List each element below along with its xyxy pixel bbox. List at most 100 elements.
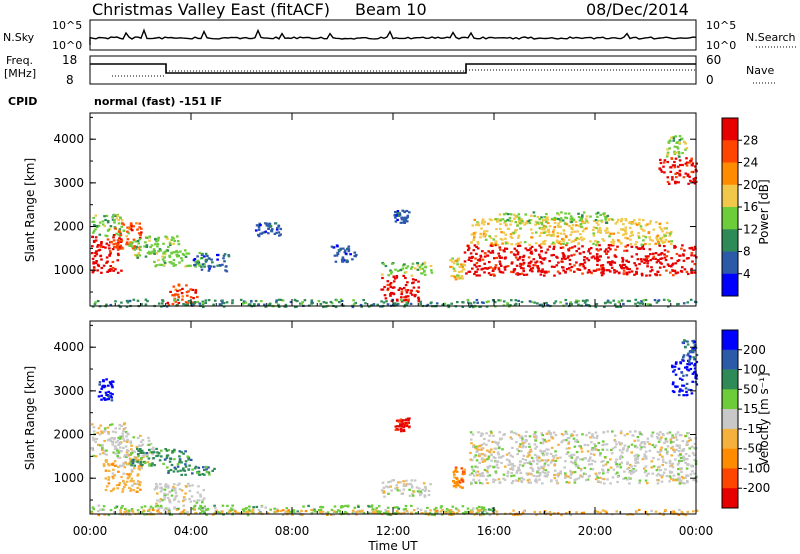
power-cbar-cell-0 xyxy=(722,273,738,297)
velocity-ytick-1: 2000 xyxy=(53,428,84,442)
velocity-cbar-tick-7: -200 xyxy=(743,481,770,495)
velocity-region-7 xyxy=(394,417,411,433)
beam-label: Beam 10 xyxy=(355,0,427,19)
power-region-2 xyxy=(110,222,143,250)
power-region-15 xyxy=(494,211,610,225)
velocity-region-11 xyxy=(97,378,115,402)
velocity-cbar-cell-7 xyxy=(722,349,738,370)
velocity-plot: 1000 2000 3000 4000 Slant Range [km] xyxy=(23,320,699,517)
nsearch-label: N.Search xyxy=(746,31,796,44)
nave-tick-bottom: 0 xyxy=(706,73,714,87)
velocity-cbar-label: Velocity [m s⁻¹] xyxy=(757,372,771,465)
power-cbar-tick-2: 20 xyxy=(743,178,758,192)
velocity-ytick-0: 1000 xyxy=(53,471,84,485)
power-region-4 xyxy=(153,249,206,268)
velocity-cbar-cell-5 xyxy=(722,389,738,410)
velocity-cbar-cell-2 xyxy=(722,448,738,469)
cpid-label: CPID xyxy=(8,95,37,108)
time-tick-0: 00:00 xyxy=(73,524,108,538)
freq-panel: Freq. [MHz] 18 8 60 0 Nave xyxy=(4,53,776,87)
velocity-cbar-tick-5: -50 xyxy=(743,442,763,456)
power-cbar-tick-5: 8 xyxy=(743,245,751,259)
nave-label: Nave xyxy=(746,64,774,77)
velocity-cbar-tick-4: -15 xyxy=(743,422,763,436)
velocity-ylabel: Slant Range [km] xyxy=(23,366,37,470)
power-region-11 xyxy=(393,209,411,224)
time-axis-label: Time UT xyxy=(367,539,418,553)
time-tick-2: 08:00 xyxy=(275,524,310,538)
power-colorbar: 28 24 20 16 12 8 4 Power [dB] xyxy=(721,117,771,297)
power-cbar-tick-0: 28 xyxy=(743,133,758,147)
velocity-cbar-tick-2: 50 xyxy=(743,382,758,396)
power-cbar-cell-1 xyxy=(722,251,738,275)
nsky-trace xyxy=(89,28,697,45)
power-region-10 xyxy=(381,261,434,277)
time-tick-5: 20:00 xyxy=(578,524,613,538)
velocity-region-10 xyxy=(468,430,698,485)
velocity-cbar-cell-0 xyxy=(722,488,738,509)
power-region-9 xyxy=(380,274,421,303)
power-cbar-tick-6: 4 xyxy=(743,267,751,281)
station-title: Christmas Valley East (fitACF) xyxy=(92,0,330,19)
power-plot: 1000 2000 3000 4000 Slant Range [km] xyxy=(23,112,698,309)
power-region-8 xyxy=(330,244,358,264)
velocity-cbar-cell-1 xyxy=(722,468,738,489)
nsky-panel: N.Sky 10^5 10^0 10^5 10^0 N.Search xyxy=(3,19,796,52)
freq-trace xyxy=(90,63,696,74)
velocity-ytick-2: 3000 xyxy=(53,384,84,398)
power-cbar-tick-3: 16 xyxy=(743,200,758,214)
power-ytick-3: 4000 xyxy=(53,132,84,146)
power-cbar-tick-1: 24 xyxy=(743,156,758,170)
velocity-region-0 xyxy=(90,422,130,459)
power-cbar-label: Power [dB] xyxy=(757,179,771,244)
velocity-region-2 xyxy=(102,456,143,493)
nsearch-scale-top: 10^5 xyxy=(706,19,736,32)
power-cbar-cell-7 xyxy=(722,118,738,141)
power-region-7 xyxy=(254,222,282,238)
power-cbar-cell-6 xyxy=(722,140,738,163)
freq-label-1: Freq. xyxy=(6,54,33,67)
date-label: 08/Dec/2014 xyxy=(586,0,689,19)
nave-tick-top: 60 xyxy=(706,53,721,67)
power-data-layer xyxy=(90,135,698,309)
power-ytick-1: 2000 xyxy=(53,220,84,234)
freq-tick-bottom: 8 xyxy=(66,73,74,87)
time-tick-1: 04:00 xyxy=(174,524,209,538)
power-region-14 xyxy=(470,217,673,247)
nsky-scale-bottom: 10^0 xyxy=(52,39,82,52)
velocity-cbar-tick-1: 100 xyxy=(743,363,766,377)
velocity-cbar-cell-6 xyxy=(722,369,738,390)
velocity-cbar-cell-3 xyxy=(722,428,738,449)
time-tick-3: 12:00 xyxy=(376,524,411,538)
time-axis-ticks: 00:00 04:00 08:00 12:00 16:00 20:00 00:00 xyxy=(73,113,714,538)
time-tick-4: 16:00 xyxy=(477,524,512,538)
velocity-data-layer xyxy=(90,339,699,517)
velocity-ytick-3: 4000 xyxy=(53,340,84,354)
power-region-6 xyxy=(192,252,231,273)
nsky-label: N.Sky xyxy=(3,31,35,44)
power-cbar-cell-5 xyxy=(722,162,738,186)
freq-tick-top: 18 xyxy=(62,53,77,67)
power-region-16 xyxy=(658,157,698,185)
time-tick-6: 00:00 xyxy=(679,524,714,538)
power-cbar-cell-4 xyxy=(722,184,738,208)
power-region-13 xyxy=(463,244,698,277)
power-region-12 xyxy=(449,257,467,281)
power-region-3 xyxy=(128,235,181,259)
nsearch-scale-bottom: 10^0 xyxy=(706,39,736,52)
velocity-cbar-tick-0: 200 xyxy=(743,343,766,357)
power-ylabel: Slant Range [km] xyxy=(23,158,37,262)
power-cbar-cell-3 xyxy=(722,207,738,230)
velocity-colorbar: 200 100 50 15 -15 -50 -100 -200 Velocity [m s⁻¹… xyxy=(721,329,771,509)
velocity-cbar-cell-4 xyxy=(722,409,738,430)
velocity-cbar-tick-3: 15 xyxy=(743,402,758,416)
power-ytick-2: 3000 xyxy=(53,176,84,190)
nsky-scale-top: 10^5 xyxy=(52,19,82,32)
velocity-region-9 xyxy=(452,466,467,489)
power-region-17 xyxy=(665,135,689,158)
power-cbar-tick-4: 12 xyxy=(743,222,758,236)
power-ytick-0: 1000 xyxy=(53,263,84,277)
velocity-region-3 xyxy=(129,447,193,467)
power-cbar-cell-2 xyxy=(722,229,738,252)
